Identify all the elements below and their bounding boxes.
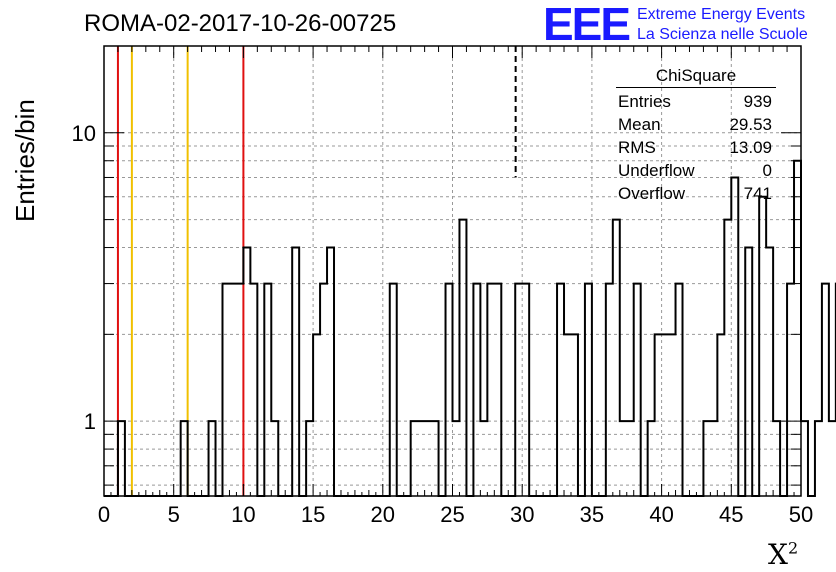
stat-value: 939 (743, 92, 772, 111)
x-tick-label: 30 (510, 502, 534, 527)
stat-value: 0 (762, 161, 772, 180)
stats-box: ChiSquare Entries 939 Mean 29.53 RMS 13.09 … (612, 66, 780, 205)
x-tick-label: 10 (231, 502, 255, 527)
stat-label: Underflow (618, 161, 695, 180)
x-axis-label: X2 (768, 538, 798, 571)
stat-value: 29.53 (729, 115, 772, 134)
x-tick-label: 25 (440, 502, 464, 527)
eee-logo: EEE (543, 0, 631, 50)
x-tick-label: 5 (168, 502, 180, 527)
stat-label: Overflow (618, 184, 686, 203)
x-axis-label-base: X (768, 538, 788, 571)
logo-text-line2: La Scienza nelle Scuole (637, 26, 808, 43)
histogram-step-line (104, 159, 836, 497)
y-tick-label: 10 (72, 121, 96, 146)
stat-label: Entries (618, 92, 671, 111)
axis-ticks (103, 46, 802, 496)
logo-text-line1: Extreme Energy Events (637, 6, 806, 23)
x-tick-label: 40 (649, 502, 673, 527)
x-axis-label-superscript: 2 (787, 538, 799, 558)
y-axis-label: Entries/bin (10, 99, 40, 222)
x-tick-label: 45 (719, 502, 743, 527)
stat-value: 741 (743, 184, 772, 203)
x-tick-label: 35 (580, 502, 604, 527)
x-tick-labels: 0 5 10 15 20 25 30 35 40 45 50 (98, 502, 813, 527)
stat-row-underflow: Underflow 0 (612, 159, 780, 182)
stat-row-overflow: Overflow 741 (612, 182, 780, 205)
x-tick-label: 20 (371, 502, 395, 527)
stats-title: ChiSquare (616, 66, 776, 88)
x-tick-label: 15 (301, 502, 325, 527)
x-tick-label: 50 (789, 502, 813, 527)
stat-row-mean: Mean 29.53 (612, 113, 780, 136)
y-tick-labels: 1 10 (72, 121, 96, 434)
x-tick-label: 0 (98, 502, 110, 527)
stat-label: Mean (618, 115, 661, 134)
stat-row-rms: RMS 13.09 (612, 136, 780, 159)
stat-label: RMS (618, 138, 656, 157)
stat-value: 13.09 (729, 138, 772, 157)
run-title: ROMA-02-2017-10-26-00725 (84, 10, 397, 37)
y-tick-label: 1 (84, 409, 96, 434)
stat-row-entries: Entries 939 (612, 90, 780, 113)
